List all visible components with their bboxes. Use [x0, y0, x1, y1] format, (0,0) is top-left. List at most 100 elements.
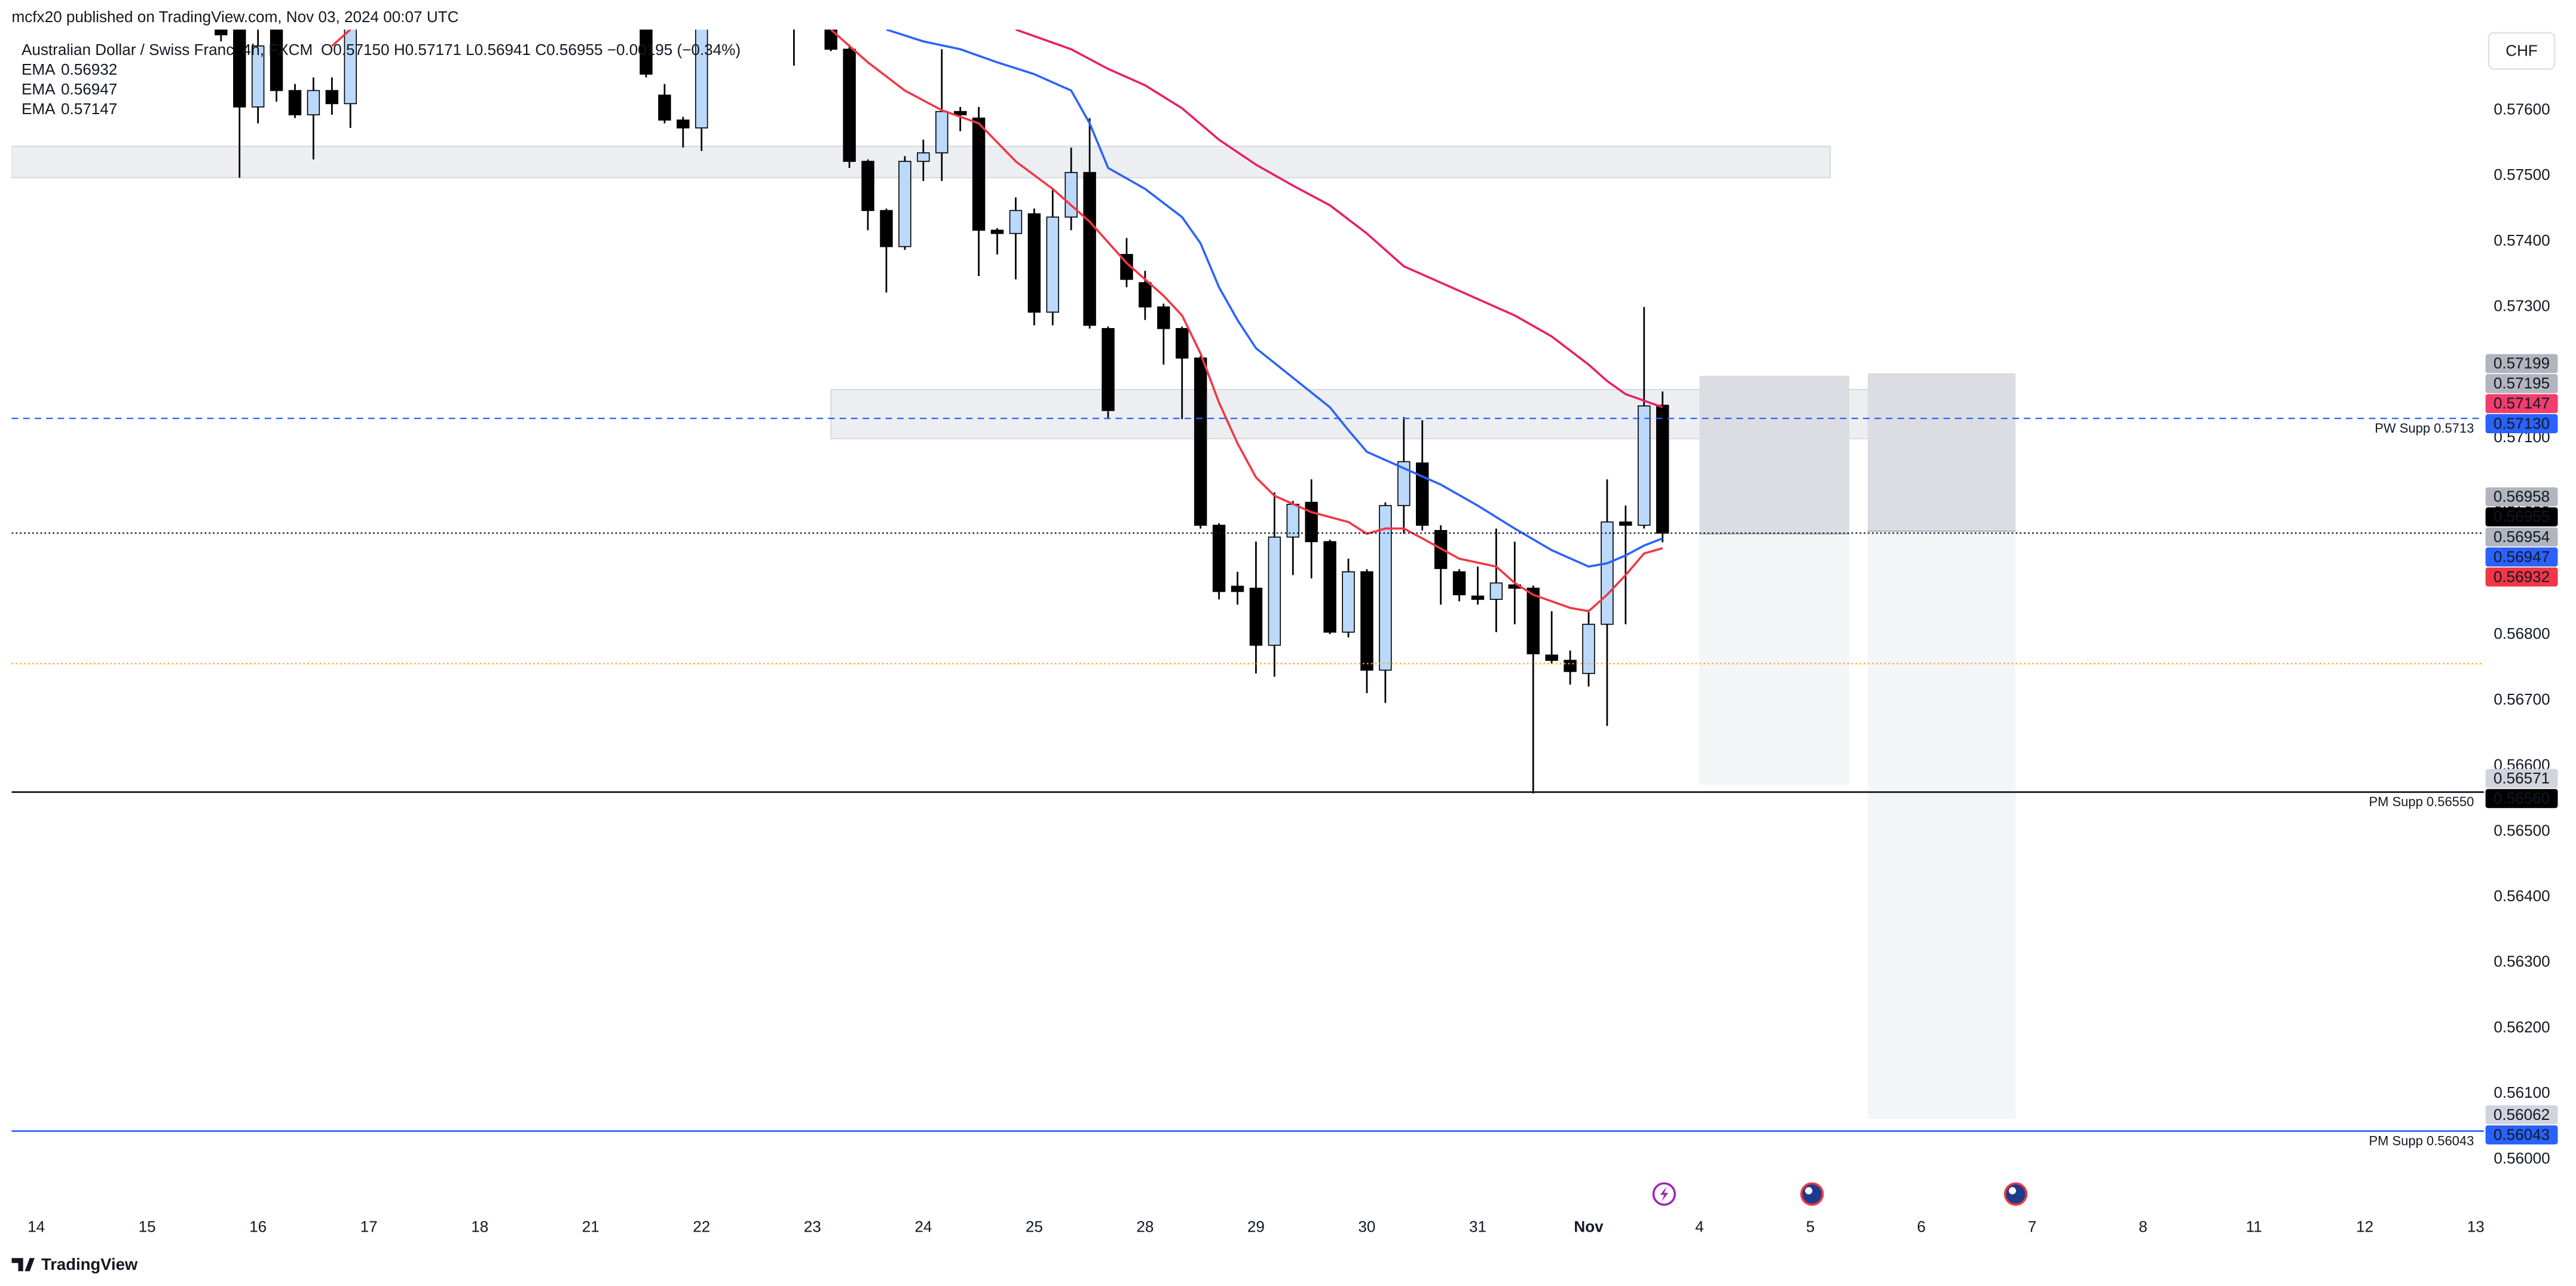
candle-body	[325, 90, 339, 105]
candle-body	[1249, 587, 1263, 646]
candle-body	[1489, 582, 1503, 600]
x-tick-label: 17	[360, 1217, 378, 1235]
price-badge-label: 0.56932	[2494, 568, 2550, 586]
price-badge-label: 0.56955	[2494, 507, 2550, 525]
candle-body	[990, 229, 1004, 234]
flag-detail	[2008, 1187, 2017, 1195]
x-tick-label: 13	[2467, 1217, 2485, 1235]
price-badge	[2485, 487, 2558, 507]
candle-body	[1083, 172, 1096, 326]
price-badge	[2485, 789, 2558, 809]
x-tick-label: 16	[249, 1217, 267, 1235]
candle-body	[215, 29, 228, 36]
level-label: PW Supp 0.5713	[2375, 421, 2474, 436]
y-tick-label: 0.56100	[2494, 1083, 2550, 1101]
candle-body	[307, 90, 320, 115]
x-tick-label: 5	[1806, 1217, 1815, 1235]
symbol-title: Australian Dollar / Swiss Franc, 4h, FXC…	[22, 41, 313, 59]
price-badge-label: 0.56571	[2494, 769, 2550, 787]
y-tick-label: 0.57300	[2494, 296, 2550, 314]
y-tick-label: 0.56300	[2494, 953, 2550, 970]
candle-body	[251, 45, 265, 108]
candle-body	[1471, 595, 1485, 600]
legend-name: EMA	[22, 60, 56, 78]
level-label: PM Supp 0.56043	[2369, 1133, 2474, 1148]
candle-body	[1545, 654, 1558, 661]
price-badge	[2485, 768, 2558, 788]
legend-value: 0.56947	[61, 80, 117, 98]
price-badge	[2485, 373, 2558, 393]
candle-body	[1656, 405, 1669, 534]
candle-body	[1379, 505, 1392, 671]
x-tick-label: 31	[1469, 1217, 1486, 1235]
x-tick-label: 12	[2356, 1217, 2373, 1235]
price-badge	[2485, 507, 2558, 526]
price-badge	[2485, 567, 2558, 587]
candle-body	[1027, 213, 1041, 313]
x-tick-label: 6	[1917, 1217, 1926, 1235]
x-tick-label: 7	[2028, 1217, 2037, 1235]
position-lower	[1699, 534, 1849, 785]
lightning	[1660, 1186, 1669, 1202]
currency[interactable]: CHF	[2505, 41, 2538, 59]
price-badge-label: 0.57195	[2494, 374, 2550, 392]
position-upper	[1699, 375, 1849, 534]
x-tick-label: 29	[1247, 1217, 1265, 1235]
candle-body	[843, 48, 856, 162]
y-tick-label: 0.56200	[2494, 1018, 2550, 1036]
event-icon[interactable]	[1800, 1182, 1824, 1206]
candle-body	[270, 29, 283, 91]
price-axis: 0.576000.575000.574000.573000.571000.570…	[2485, 100, 2558, 1167]
y-tick-label: 0.57600	[2494, 100, 2550, 118]
x-tick-label: 28	[1136, 1217, 1154, 1235]
candle-body	[1619, 521, 1632, 526]
x-tick-label: 14	[27, 1217, 45, 1235]
x-tick-label: 15	[139, 1217, 156, 1235]
candle-body	[953, 111, 967, 115]
candle-body	[677, 120, 690, 128]
candle-body	[1638, 405, 1651, 526]
candle-body	[1323, 541, 1336, 633]
candle-body	[1157, 306, 1170, 329]
event-icon[interactable]	[2003, 1182, 2028, 1206]
candle-body	[1601, 521, 1614, 625]
candle-body	[1102, 327, 1115, 411]
candle-body	[898, 161, 911, 247]
x-tick-label: 21	[582, 1217, 599, 1235]
position-upper	[1867, 373, 2016, 531]
ema-line	[331, 29, 1663, 613]
currency-box[interactable]	[2488, 32, 2556, 70]
legend-value: 0.56932	[61, 60, 117, 78]
price-badge	[2485, 354, 2558, 373]
candle-body	[935, 111, 949, 154]
candle-body	[288, 90, 302, 115]
x-tick-label: Nov	[1574, 1217, 1604, 1235]
candle-body	[1212, 525, 1226, 592]
x-tick-label: 4	[1695, 1217, 1704, 1235]
legend-value: 0.57147	[61, 100, 117, 118]
price-badge-label: 0.57199	[2494, 354, 2550, 372]
candle-body	[344, 29, 357, 105]
x-tick-label: 30	[1358, 1217, 1375, 1235]
price-badge-label: 0.56958	[2494, 488, 2550, 506]
y-tick-label: 0.56500	[2494, 821, 2550, 839]
candle-body	[1064, 172, 1078, 218]
price-badge	[2485, 547, 2558, 567]
candle-body	[1139, 282, 1152, 308]
plot-area	[11, 29, 2016, 1119]
candle-body	[233, 29, 246, 108]
candle-body	[1582, 623, 1595, 674]
x-tick-label: 18	[471, 1217, 488, 1235]
y-tick-label: 0.56800	[2494, 624, 2550, 642]
price-badge-label: 0.57147	[2494, 394, 2550, 412]
candle-body	[972, 117, 986, 231]
x-tick-label: 24	[914, 1217, 932, 1235]
x-tick-label: 22	[693, 1217, 710, 1235]
event-icons	[1652, 1182, 2028, 1206]
ema-line	[886, 29, 1663, 568]
candle-body	[1286, 504, 1299, 538]
y-tick-label: 0.57500	[2494, 166, 2550, 183]
candle-body	[1452, 571, 1466, 596]
price-badge	[2485, 1105, 2558, 1125]
